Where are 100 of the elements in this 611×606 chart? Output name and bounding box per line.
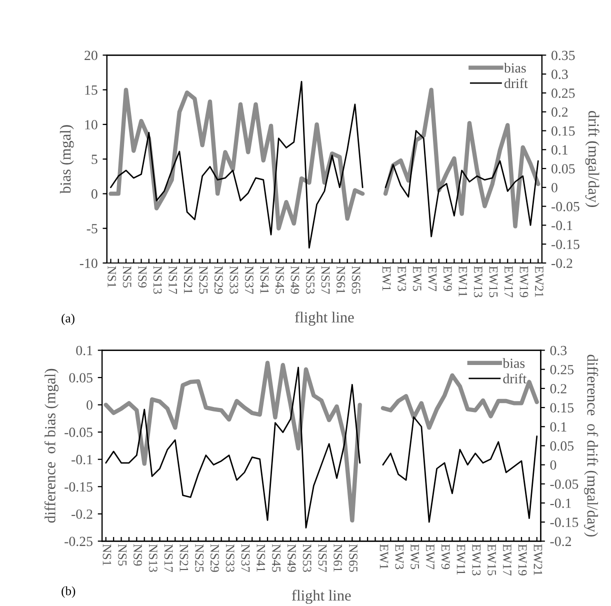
x-tick-label: NS5: [122, 266, 132, 288]
x-tick-label: EW11: [458, 266, 468, 296]
y2-tick-label: 0.2: [552, 107, 568, 117]
x-tick-label: EW7: [428, 266, 436, 292]
x-axis-title: flight line: [295, 312, 354, 326]
x-tick-label: NS13: [148, 544, 158, 572]
text: (b): [62, 586, 76, 598]
y2-tick-label: 0.15: [550, 403, 574, 413]
y2-tick-label: -0.05: [550, 479, 578, 489]
text: (a): [62, 314, 74, 326]
x-tick-label: NS9: [134, 544, 142, 566]
y-axis-title: difference of bias (mgal): [44, 368, 59, 523]
x-tick-label: NS41: [260, 266, 269, 294]
x-tick-label: EW5: [410, 544, 419, 570]
x-tick-label: NS17: [168, 266, 178, 294]
x-tick-label: NS61: [334, 544, 342, 572]
y-tick-label: 10: [85, 120, 98, 130]
x-tick-label: NS25: [199, 266, 208, 294]
x-tick-label: EW13: [472, 544, 481, 576]
y-tick-label: -0.2: [72, 509, 92, 519]
y2-axis-title: drift (mgal/day): [585, 111, 600, 207]
x-tick-label: EW17: [504, 266, 513, 298]
x-tick-label: NS37: [241, 544, 250, 572]
x-tick-label: NS17: [164, 544, 173, 572]
x-tick-label: NS57: [318, 544, 327, 572]
y-tick-label: 0: [91, 189, 98, 199]
x-tick-label: EW19: [518, 544, 527, 576]
y2-tick-label: -0.1: [550, 498, 571, 508]
y-tick-label: -0.25: [64, 536, 92, 546]
legend-label: drift: [504, 78, 528, 88]
y-tick-label: 0.05: [69, 373, 92, 383]
x-tick-label: NS13: [153, 266, 162, 294]
x-tick-label: NS53: [302, 544, 312, 572]
x-tick-label: EW21: [534, 266, 544, 297]
y-tick-label: -5: [86, 224, 98, 234]
y-tick-label: 0.1: [76, 346, 92, 356]
x-tick-label: NS41: [256, 544, 266, 572]
y2-tick-label: 0.05: [552, 164, 575, 174]
y2-tick-label: 0.2: [550, 384, 566, 394]
legend-label: bias: [504, 62, 526, 73]
x-tick-label: NS45: [272, 544, 280, 572]
y-axis-title: bias (mgal): [60, 125, 74, 194]
x-tick-label: EW1: [380, 544, 388, 569]
y2-tick-label: 0.25: [550, 364, 574, 374]
x-axis-title: flight line: [292, 590, 351, 604]
x-tick-label: NS37: [244, 266, 254, 294]
y-tick-label: -0.1: [72, 454, 92, 464]
x-tick-label: EW9: [443, 266, 452, 291]
y2-tick-label: 0.1: [552, 145, 568, 155]
y2-tick-label: -0.2: [552, 258, 572, 268]
legend-label: drift: [503, 373, 527, 384]
x-tick-label: NS49: [287, 544, 296, 572]
x-tick-label: EW15: [489, 266, 498, 298]
x-tick-label: EW19: [520, 266, 528, 298]
y2-tick-label: -0.2: [550, 536, 571, 546]
y2-tick-label: 0.25: [552, 88, 575, 98]
y-tick-label: 5: [92, 154, 98, 164]
x-tick-label: NS57: [321, 266, 330, 294]
y2-tick-label: 0.3: [550, 346, 567, 356]
x-tick-label: NS21: [184, 266, 192, 294]
x-tick-label: NS1: [102, 544, 112, 566]
y-tick-label: -10: [80, 258, 98, 268]
y2-tick-label: -0.15: [550, 518, 578, 528]
x-tick-label: EW13: [474, 266, 482, 298]
x-tick-label: NS29: [214, 266, 223, 294]
x-tick-label: NS49: [290, 266, 300, 294]
x-tick-label: NS5: [118, 544, 127, 566]
x-tick-label: NS33: [230, 266, 238, 294]
y-tick-label: 20: [84, 50, 98, 60]
x-tick-label: NS1: [108, 266, 116, 288]
x-tick-label: NS33: [226, 544, 234, 572]
y2-tick-label: -0.1: [552, 220, 572, 230]
x-tick-label: EW7: [426, 544, 434, 570]
x-tick-label: EW17: [502, 544, 512, 576]
y2-tick-label: 0: [552, 183, 558, 192]
y-tick-label: 15: [85, 85, 98, 95]
x-tick-label: NS53: [306, 266, 314, 294]
y-tick-label: -0.15: [64, 482, 92, 492]
y2-tick-label: -0.05: [552, 202, 580, 212]
x-tick-label: EW9: [441, 544, 450, 570]
x-tick-label: NS65: [349, 544, 358, 572]
y2-tick-label: 0.05: [550, 441, 574, 451]
x-tick-label: EW21: [534, 544, 542, 576]
y2-tick-label: 0: [550, 460, 556, 470]
x-tick-label: EW11: [456, 544, 466, 575]
x-tick-label: EW1: [382, 266, 391, 291]
y-tick-label: 0: [86, 400, 92, 410]
y2-tick-label: 0.3: [552, 70, 568, 80]
y2-axis-title: difference of drift (mgal/day): [584, 354, 598, 537]
y-tick-label: -0.05: [64, 428, 92, 438]
x-tick-label: EW5: [412, 266, 422, 291]
x-tick-label: NS61: [336, 266, 345, 294]
y2-tick-label: 0.1: [550, 422, 566, 432]
legend-label: bias: [502, 358, 525, 368]
y2-tick-label: 0.35: [552, 50, 575, 60]
x-tick-label: EW15: [488, 544, 496, 576]
y2-tick-label: -0.15: [552, 240, 580, 250]
x-tick-label: NS65: [352, 266, 360, 294]
x-tick-label: EW3: [395, 544, 404, 570]
x-tick-label: NS9: [138, 266, 147, 288]
